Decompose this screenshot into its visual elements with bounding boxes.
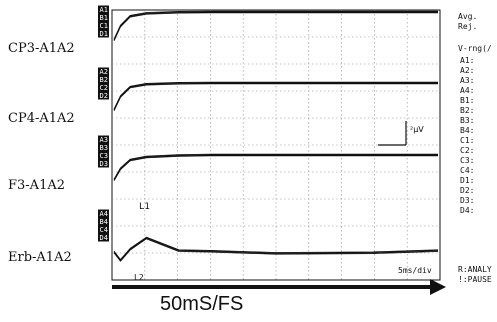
peak-label-l1: L1 (139, 202, 150, 212)
peak-label-l2: L2 (134, 273, 144, 282)
channel-code-A2: A2 (100, 68, 108, 76)
channel-code-B1: B1 (100, 14, 108, 22)
trace-Erb-A1A2-sweep-1 (113, 236, 439, 261)
time-arrow (112, 279, 446, 295)
timebase-label: 5ms/div (398, 266, 432, 275)
channel-code-C2: C2 (100, 84, 108, 92)
channel-label-erb: Erb-A1A2 (8, 250, 72, 265)
channel-code-A3: A3 (100, 136, 108, 144)
trace-CP4-A1A2-sweep-2 (113, 82, 438, 111)
voltage-range-item: A4: (460, 86, 475, 95)
voltage-range-item: B4: (460, 126, 475, 135)
channel-code-box-B3 (98, 143, 109, 152)
channel-code-box-B1 (98, 13, 109, 22)
channel-code-B4: B4 (100, 218, 108, 226)
channel-code-box-A2 (98, 67, 109, 76)
trace-CP4-A1A2-sweep-1 (113, 81, 438, 110)
voltage-range-item: D3: (460, 196, 475, 205)
channel-code-box-C2 (98, 83, 109, 92)
voltage-range-label: V-rng(/ (458, 44, 492, 53)
waveform-traces (113, 10, 439, 262)
channel-code-C4: C4 (100, 226, 108, 234)
channel-code-box-D4 (98, 233, 109, 242)
voltage-range-item: C4: (460, 166, 475, 175)
voltage-range-item: A3: (460, 76, 475, 85)
channel-code-box-D2 (98, 91, 109, 100)
voltage-range-item: B3: (460, 116, 475, 125)
voltage-range-item: D2: (460, 186, 475, 195)
channel-code-box-A4 (98, 209, 109, 218)
channel-code-C1: C1 (100, 22, 108, 30)
channel-code-box-B2 (98, 75, 109, 84)
channel-code-A1: A1 (100, 6, 108, 14)
trace-CP4-A1A2-sweep-3 (113, 83, 438, 111)
voltage-range-item: A2: (460, 66, 475, 75)
trace-F3-A1A2-sweep-3 (113, 155, 438, 182)
channel-code-B2: B2 (100, 76, 108, 84)
amplitude-scale-bar: ²μV (378, 121, 424, 146)
rej-label: Rej. (458, 22, 478, 31)
trace-Erb-A1A2-sweep-3 (113, 238, 439, 262)
pause-hint: !:PAUSE (458, 275, 492, 284)
voltage-range-item: B2: (460, 106, 475, 115)
channel-code-C3: C3 (100, 152, 108, 160)
trace-F3-A1A2-sweep-1 (113, 153, 438, 180)
voltage-range-item: C1: (460, 136, 475, 145)
channel-code-box-B4 (98, 217, 109, 226)
channel-code-box-D3 (98, 159, 109, 168)
channel-label-cp3: CP3-A1A2 (8, 41, 75, 56)
channel-code-D3: D3 (100, 160, 108, 168)
voltage-range-item: C2: (460, 146, 475, 155)
channel-code-box-D1 (98, 29, 109, 38)
trace-CP3-A1A2-sweep-1 (113, 10, 438, 40)
channel-code-box-C3 (98, 151, 109, 160)
trace-Erb-A1A2-sweep-2 (113, 237, 439, 261)
channel-label-f3: F3-A1A2 (8, 178, 66, 193)
trace-CP3-A1A2-sweep-3 (113, 12, 438, 41)
analyze-hint: R:ANALY (458, 265, 492, 274)
channel-label-cp4: CP4-A1A2 (8, 111, 75, 126)
channel-code-D4: D4 (100, 234, 108, 242)
channel-code-box-C1 (98, 21, 109, 30)
avg-label: Avg. (458, 12, 478, 21)
channel-code-D1: D1 (100, 30, 108, 38)
scale-bar-label: ²μV (410, 125, 424, 134)
voltage-range-item: D4: (460, 206, 475, 215)
voltage-range-list: A1: A2: A3: A4: B1: B2: B3: B4: C1: C2: C3: C4: D1: D… (460, 56, 474, 216)
channel-code-A4: A4 (100, 210, 108, 218)
voltage-range-item: B1: (460, 96, 475, 105)
trace-CP3-A1A2-sweep-2 (113, 11, 438, 41)
channel-code-box-A3 (98, 135, 109, 144)
trace-F3-A1A2-sweep-2 (113, 154, 438, 181)
voltage-range-item: D1: (460, 176, 475, 185)
channel-code-box-C4 (98, 225, 109, 234)
voltage-range-item: A1: (460, 56, 475, 65)
channel-code-B3: B3 (100, 144, 108, 152)
channel-code-D2: D2 (100, 92, 108, 100)
footer-caption: 50mS/FS (160, 293, 244, 315)
channel-code-box-A1 (98, 5, 109, 14)
voltage-range-item: C3: (460, 156, 475, 165)
